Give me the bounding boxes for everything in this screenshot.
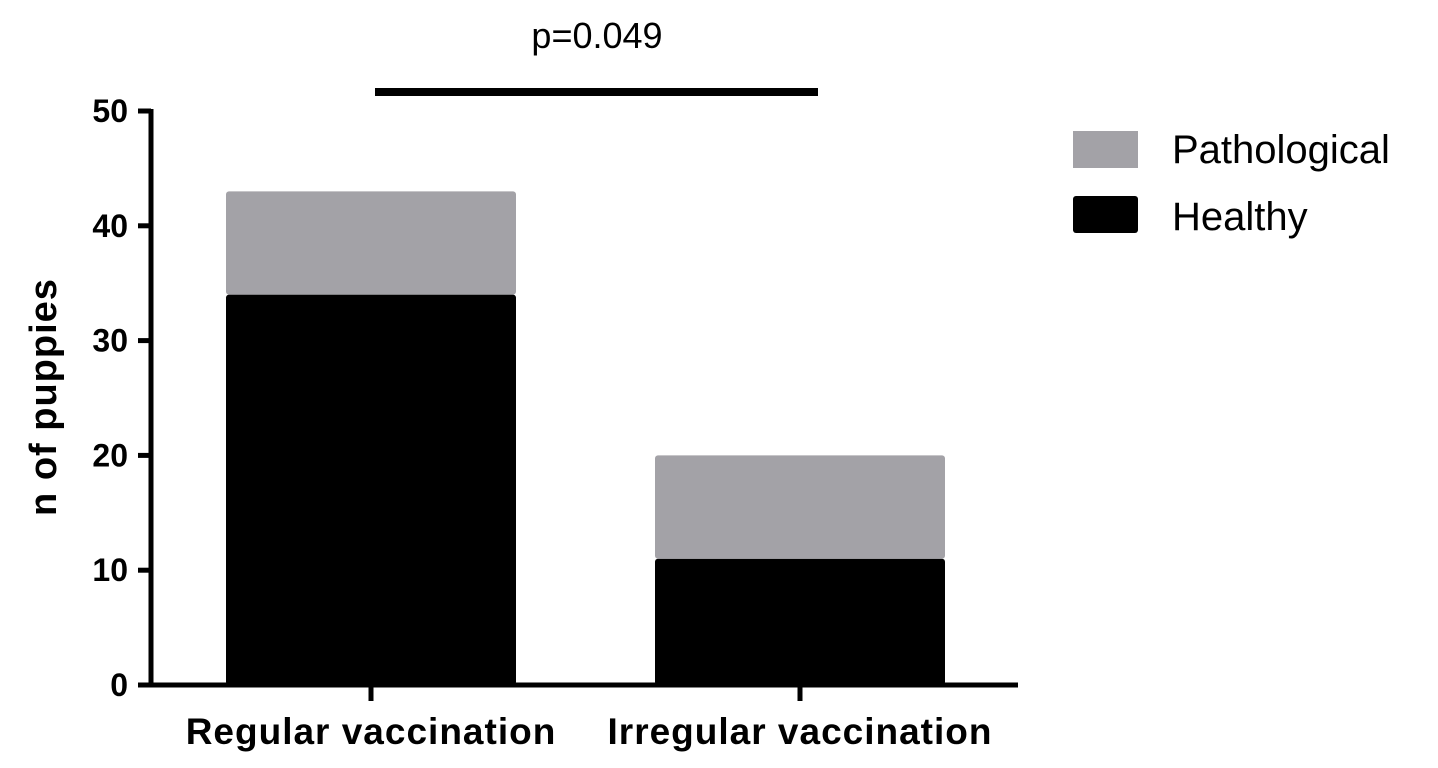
bar-pathological-2 [655, 455, 945, 559]
x-category-label-1: Regular vaccination [186, 711, 557, 752]
bar-healthy-1 [226, 294, 516, 685]
x-category-label-2: Irregular vaccination [608, 711, 993, 752]
bar-pathological-1 [226, 191, 516, 295]
y-tick-label-20: 20 [92, 437, 128, 473]
y-tick-label-0: 0 [110, 667, 128, 703]
bars-group [226, 191, 945, 685]
y-tick-label-10: 10 [92, 552, 128, 588]
y-tick-label-30: 30 [92, 323, 128, 359]
y-axis-label: n of puppies [23, 278, 65, 516]
bar-healthy-2 [655, 558, 945, 685]
x-axis-categories: Regular vaccination Irregular vaccination [186, 685, 993, 752]
legend-label-healthy: Healthy [1172, 195, 1308, 239]
p-value-label: p=0.049 [531, 15, 662, 56]
legend-label-pathological: Pathological [1172, 128, 1390, 172]
legend: Pathological Healthy [1073, 128, 1390, 239]
y-tick-label-50: 50 [92, 93, 128, 129]
y-axis-ticks: 0 10 20 30 40 50 [92, 93, 151, 703]
y-tick-label-40: 40 [92, 208, 128, 244]
legend-swatch-pathological [1073, 131, 1138, 168]
legend-swatch-healthy [1073, 196, 1138, 233]
